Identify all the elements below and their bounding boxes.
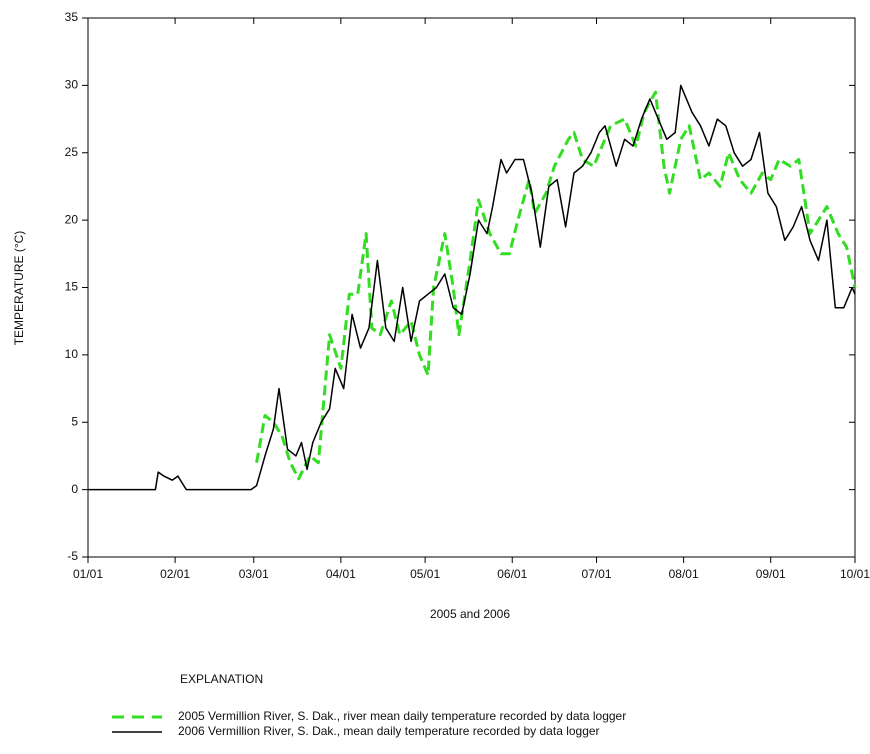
y-tick-label: 10	[65, 347, 79, 361]
x-tick-label: 05/01	[410, 567, 440, 581]
x-tick-label: 06/01	[497, 567, 527, 581]
plot-frame	[87, 17, 856, 558]
x-tick-label: 09/01	[756, 567, 786, 581]
legend-label: 2005 Vermillion River, S. Dak., river me…	[178, 709, 626, 723]
y-tick-label: 25	[65, 145, 79, 159]
x-tick-label: 03/01	[239, 567, 269, 581]
legend-title: EXPLANATION	[180, 672, 263, 686]
y-tick-label: 15	[65, 280, 79, 294]
y-tick-label: 0	[71, 482, 78, 496]
y-tick-label: 30	[65, 78, 79, 92]
x-tick-label: 07/01	[582, 567, 612, 581]
y-tick-label: 20	[65, 212, 79, 226]
x-tick-label: 02/01	[160, 567, 190, 581]
x-axis-label: 2005 and 2006	[430, 607, 510, 621]
y-tick-label: 5	[71, 414, 78, 428]
x-tick-label: 10/01	[840, 567, 870, 581]
x-tick-label: 01/01	[73, 567, 103, 581]
series-line	[88, 84, 856, 491]
y-tick-label: 35	[65, 10, 79, 24]
series-line	[255, 90, 857, 481]
x-tick-label: 08/01	[669, 567, 699, 581]
legend-label: 2006 Vermillion River, S. Dak., mean dai…	[178, 724, 600, 738]
x-tick-label: 04/01	[326, 567, 356, 581]
y-tick-label: -5	[67, 549, 78, 563]
y-axis-label: TEMPERATURE (°C)	[12, 231, 26, 346]
